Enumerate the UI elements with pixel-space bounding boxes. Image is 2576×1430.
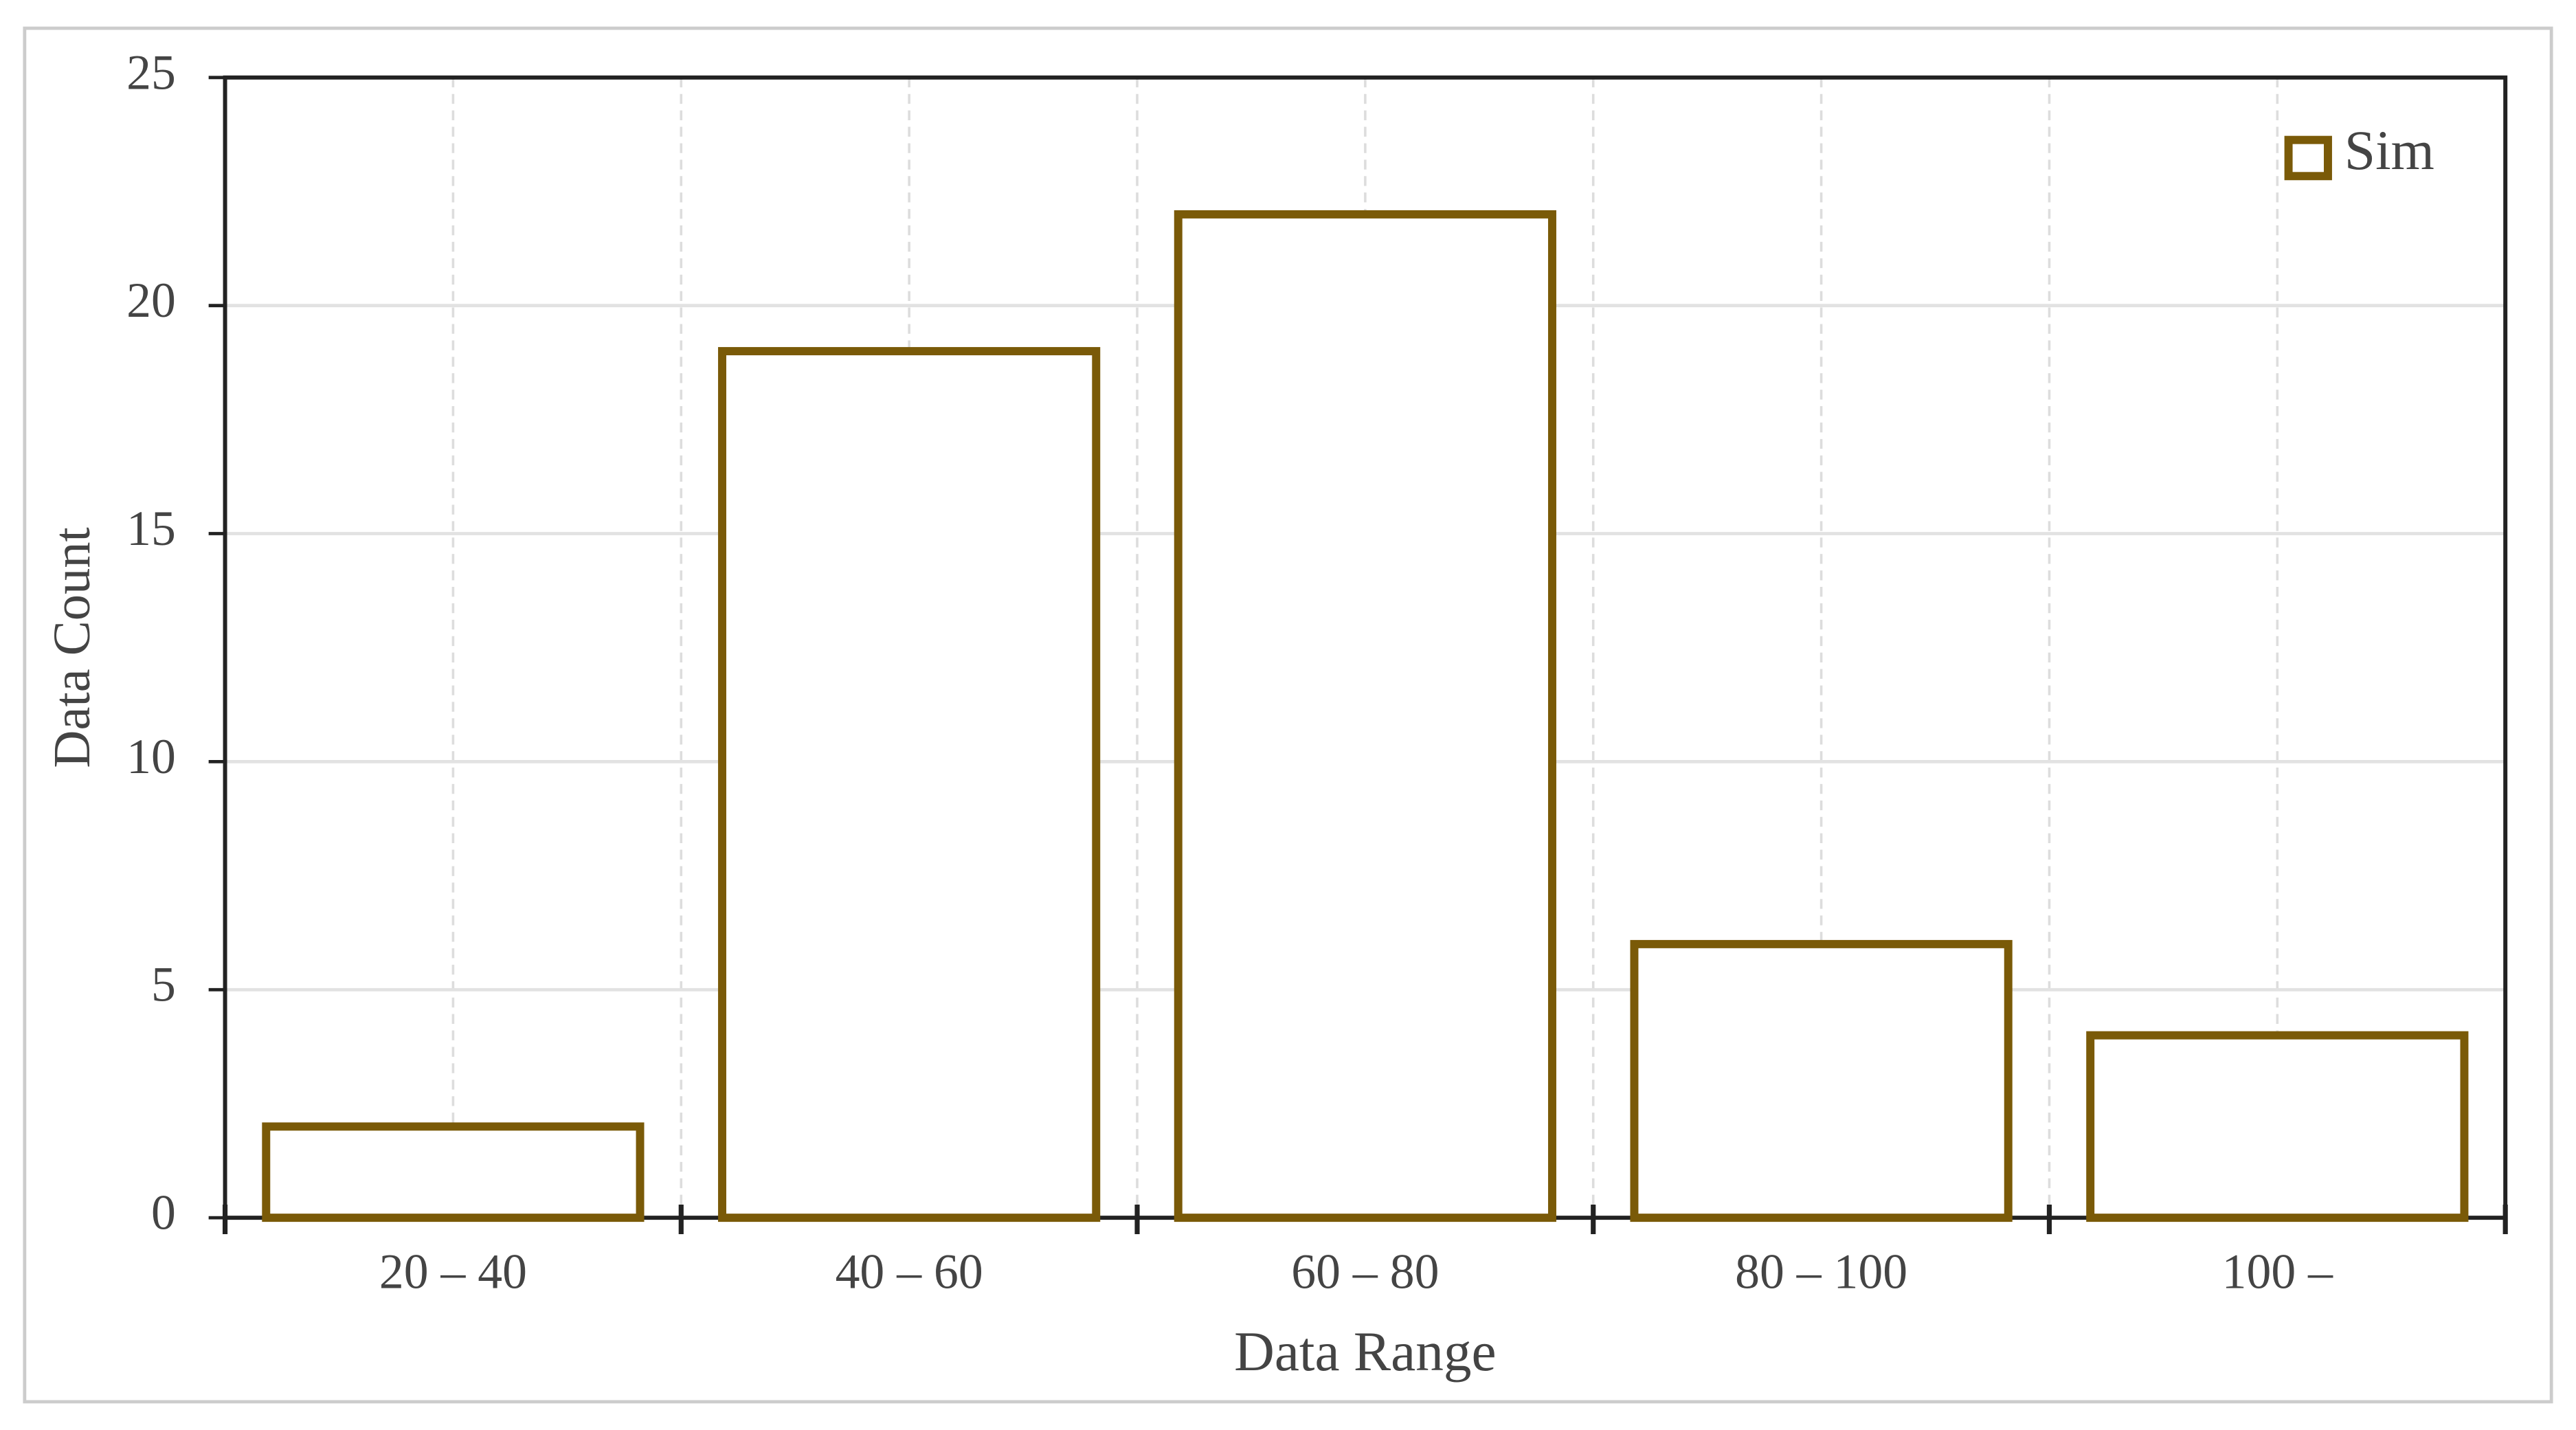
y-tick-label: 10	[126, 729, 176, 784]
x-tick-label: 60 – 80	[1291, 1244, 1439, 1299]
x-tick-label: 40 – 60	[836, 1244, 983, 1299]
x-axis-label: Data Range	[1234, 1321, 1496, 1383]
bar	[1630, 939, 2013, 1222]
y-tick-label: 15	[126, 501, 176, 556]
y-tick-label: 25	[126, 45, 176, 100]
y-tick-label: 20	[126, 273, 176, 328]
x-tick-label: 80 – 100	[1735, 1244, 1907, 1299]
legend-label: Sim	[2344, 120, 2434, 181]
x-tick-label: 100 –	[2222, 1244, 2334, 1299]
y-axis-label: Data Count	[43, 527, 101, 768]
bar	[262, 1122, 645, 1222]
bar	[2086, 1031, 2469, 1222]
y-tick-label: 0	[151, 1185, 176, 1240]
y-tick-label: 5	[151, 957, 176, 1012]
x-tick-label: 20 – 40	[379, 1244, 527, 1299]
legend-swatch	[2284, 135, 2332, 181]
bar	[1174, 210, 1556, 1222]
bar	[718, 347, 1101, 1222]
